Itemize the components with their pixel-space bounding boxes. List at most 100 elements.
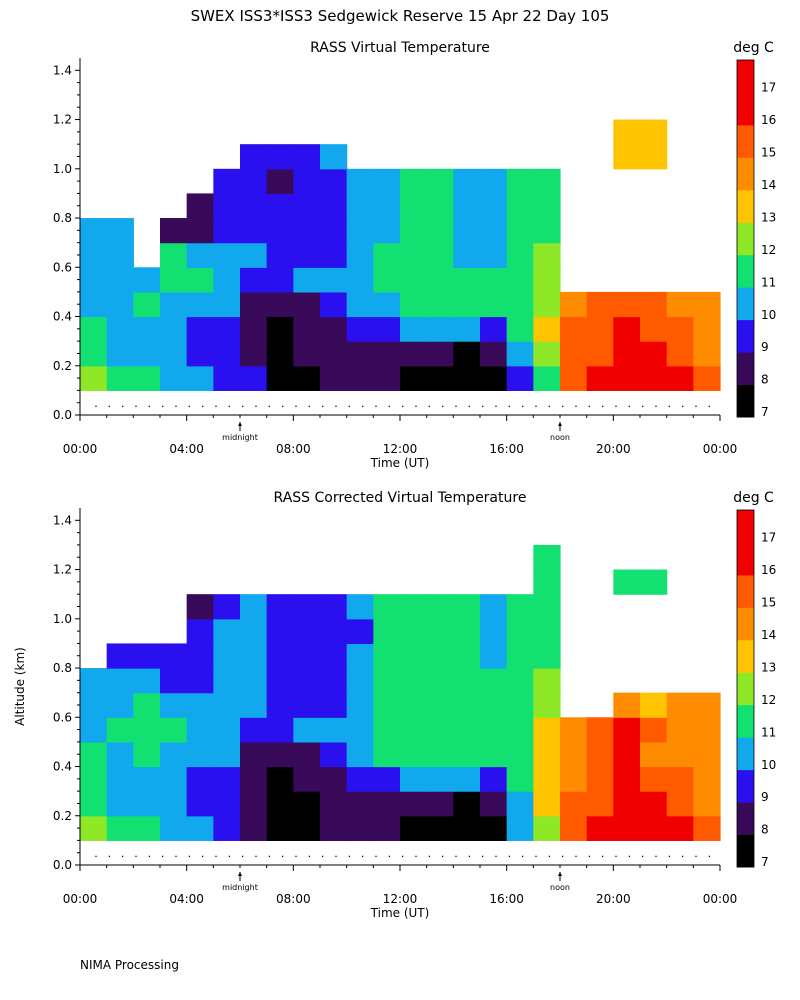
heatmap-cell [240, 618, 268, 645]
heatmap-cell [213, 766, 241, 792]
gate-dot [121, 405, 124, 408]
time-marker-arrow [558, 872, 562, 876]
colorbar-tick-label: 7 [761, 405, 769, 419]
heatmap-cell [293, 365, 321, 391]
gate-dot [108, 405, 111, 408]
gate-dot [241, 855, 244, 858]
x-tick-label: 16:00 [489, 442, 524, 456]
heatmap-cell [373, 741, 401, 768]
heatmap-cell [346, 692, 374, 718]
heatmap-cell [533, 316, 561, 342]
x-tick-label: 00:00 [703, 442, 738, 456]
heatmap-cell [400, 815, 428, 841]
temperature-panel-top: RASS Virtual Temperature 0.0 0.2 0.4 0.6 0.8 1… [53, 40, 776, 470]
heatmap-cell [453, 643, 481, 669]
heatmap-cell [240, 643, 268, 669]
heatmap-cell [480, 668, 508, 694]
gate-dot [641, 855, 644, 858]
heatmap-cell [560, 717, 588, 743]
heatmap-cell [400, 242, 428, 268]
heatmap-cell [640, 316, 668, 342]
heatmap-cell [480, 168, 508, 195]
heatmap-cell [293, 267, 321, 293]
colorbar-band [737, 607, 754, 641]
heatmap-cell [586, 316, 614, 342]
heatmap-cell [346, 643, 374, 669]
heatmap-cell [480, 741, 508, 768]
colorbar-tick-label: 14 [761, 178, 776, 192]
colorbar-band [737, 737, 754, 771]
heatmap-cell [400, 741, 428, 768]
gate-dot [255, 405, 257, 408]
heatmap-cell [506, 168, 534, 195]
heatmap-cell [693, 741, 721, 768]
heatmap-cell [506, 267, 534, 293]
x-tick-label: 12:00 [383, 892, 418, 906]
heatmap-cell [426, 316, 454, 342]
gate-dot [308, 405, 311, 408]
gate-dot [561, 855, 564, 858]
colorbar-tick-label: 12 [761, 243, 776, 257]
heatmap-cell [160, 218, 188, 244]
x-tick-label: 08:00 [276, 442, 311, 456]
heatmap-cell [666, 815, 694, 841]
colorbar: 7 8 9 10 11 12 13 14 15 16 17 [736, 59, 776, 419]
heatmap-cell [400, 668, 428, 694]
gate-dot [361, 855, 364, 858]
heatmap-cell [213, 316, 241, 342]
heatmap-cell [186, 618, 214, 645]
gate-dot [615, 855, 617, 858]
gate-dot [588, 855, 591, 858]
y-tick-label: 0.8 [53, 211, 72, 225]
heatmap-cell [293, 741, 321, 768]
y-tick-label: 0.2 [53, 359, 72, 373]
gate-dot [708, 405, 711, 408]
gate-dot [681, 855, 684, 858]
heatmap-cell [346, 218, 374, 244]
colorbar-band [737, 222, 754, 256]
heatmap-cell [266, 341, 294, 367]
heatmap-cell [293, 341, 321, 367]
heatmap-cell [346, 267, 374, 293]
heatmap-cell [266, 643, 294, 669]
gate-dot [348, 855, 351, 858]
colorbar-band [737, 60, 754, 93]
heatmap-cell [160, 316, 188, 342]
heatmap-cell [506, 741, 534, 768]
heatmap-cell [480, 193, 508, 219]
heatmap-cell [80, 316, 108, 342]
heatmap-cell [400, 643, 428, 669]
heatmap-cell [240, 144, 268, 170]
colorbar-band [737, 287, 754, 321]
heatmap-cells [80, 544, 721, 841]
y-tick-label: 0.0 [53, 408, 72, 422]
heatmap-cell [400, 791, 428, 817]
heatmap-cell [426, 618, 454, 645]
x-tick-label: 00:00 [703, 892, 738, 906]
gate-dot [201, 405, 204, 408]
heatmap-cell [213, 643, 241, 669]
heatmap-cell [373, 168, 401, 195]
heatmap-cell [613, 741, 641, 768]
heatmap-cell [453, 242, 481, 268]
colorbar-band [737, 352, 754, 386]
gate-dot [455, 855, 457, 858]
heatmap-cell [640, 144, 668, 170]
heatmap-cell [106, 341, 134, 367]
heatmap-cell [533, 668, 561, 694]
heatmap-cell [186, 594, 214, 620]
heatmap-cell [240, 316, 268, 342]
heatmap-cell [186, 316, 214, 342]
heatmap-cell [213, 692, 241, 718]
colorbar-tick-label: 15 [761, 595, 776, 609]
heatmap-cell [586, 717, 614, 743]
heatmap-cell [106, 668, 134, 694]
heatmap-cell [533, 766, 561, 792]
heatmap-cell [506, 717, 534, 743]
gate-dot [601, 405, 604, 408]
heatmap-cell [373, 618, 401, 645]
heatmap-cell [160, 242, 188, 268]
heatmap-cell [106, 291, 134, 318]
colorbar-band [737, 384, 754, 418]
heatmap-cell [320, 193, 348, 219]
